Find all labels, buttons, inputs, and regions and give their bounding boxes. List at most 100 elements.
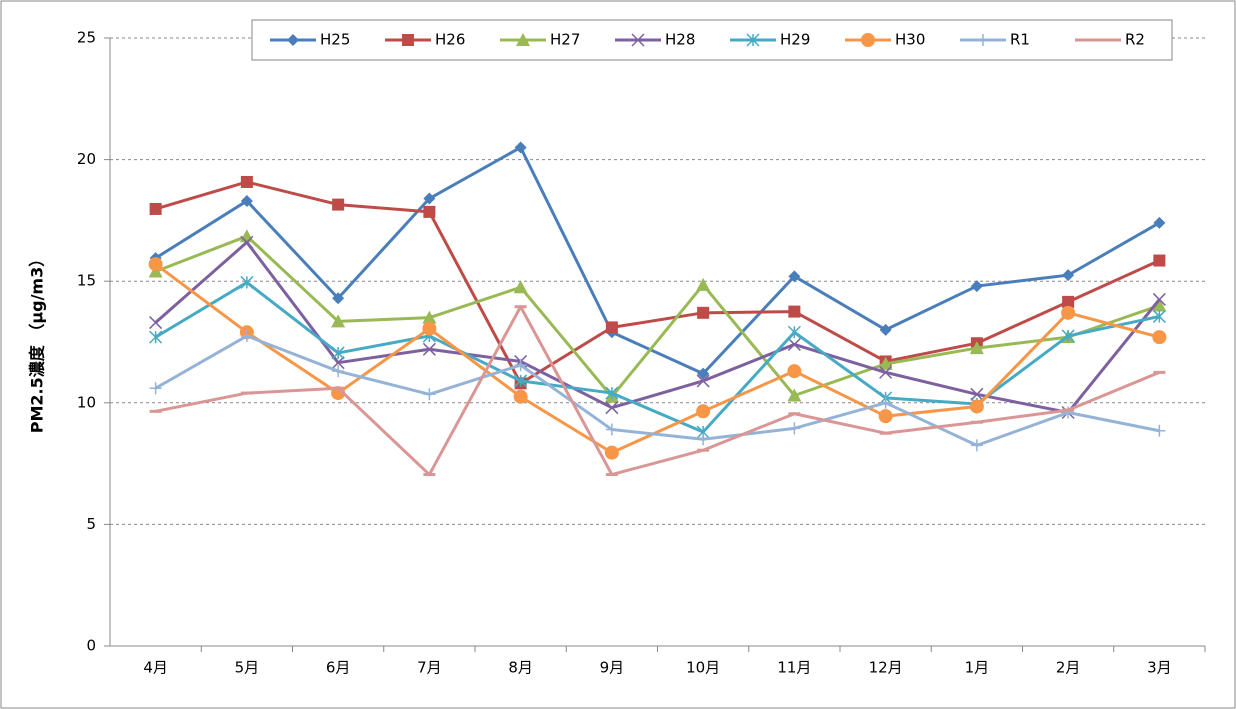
marker bbox=[787, 337, 801, 351]
y-tick-label: 20 bbox=[77, 150, 96, 168]
marker bbox=[879, 396, 892, 409]
marker bbox=[513, 389, 528, 404]
x-tick-label: 5月 bbox=[235, 659, 260, 677]
legend-label: R1 bbox=[1010, 31, 1030, 49]
marker bbox=[148, 257, 163, 272]
marker bbox=[240, 329, 253, 342]
marker bbox=[746, 33, 760, 47]
marker bbox=[149, 382, 162, 395]
marker bbox=[787, 388, 802, 402]
y-tick-label: 25 bbox=[77, 29, 96, 47]
x-tick-label: 9月 bbox=[600, 659, 625, 677]
marker bbox=[605, 386, 619, 400]
marker bbox=[787, 325, 801, 339]
marker bbox=[1062, 295, 1075, 308]
marker bbox=[696, 277, 711, 291]
marker bbox=[240, 275, 254, 289]
marker bbox=[970, 439, 983, 452]
marker bbox=[240, 235, 254, 249]
marker bbox=[697, 306, 710, 319]
x-tick-label: 3月 bbox=[1147, 659, 1172, 677]
x-tick-label: 7月 bbox=[417, 659, 442, 677]
y-axis-label: PM2.5濃度 （μg/m3） bbox=[28, 251, 47, 433]
marker bbox=[788, 270, 801, 283]
marker bbox=[788, 422, 801, 435]
marker bbox=[149, 316, 163, 330]
marker bbox=[423, 388, 436, 401]
series-line bbox=[154, 262, 1160, 455]
marker bbox=[878, 356, 893, 370]
marker bbox=[970, 280, 983, 293]
marker bbox=[696, 404, 711, 419]
marker bbox=[149, 202, 162, 215]
marker bbox=[516, 33, 530, 46]
marker bbox=[149, 330, 163, 344]
marker bbox=[605, 321, 618, 334]
legend-label: H27 bbox=[550, 31, 580, 49]
marker bbox=[1061, 329, 1075, 343]
series-line bbox=[154, 334, 1160, 447]
marker bbox=[514, 141, 527, 154]
x-tick-label: 2月 bbox=[1056, 659, 1081, 677]
marker bbox=[514, 359, 527, 372]
marker bbox=[1153, 254, 1166, 267]
x-tick-label: 6月 bbox=[326, 659, 351, 677]
marker bbox=[402, 34, 414, 46]
marker bbox=[422, 342, 436, 356]
y-tick-label: 15 bbox=[77, 272, 96, 290]
marker bbox=[1152, 292, 1166, 306]
marker bbox=[970, 387, 984, 401]
marker bbox=[969, 341, 984, 355]
legend-label: H29 bbox=[780, 31, 810, 49]
y-tick-label: 0 bbox=[86, 637, 96, 655]
legend-label: H30 bbox=[895, 31, 925, 49]
marker bbox=[977, 34, 989, 46]
marker bbox=[1152, 309, 1166, 323]
marker bbox=[1153, 216, 1166, 229]
legend-label: H25 bbox=[320, 31, 350, 49]
x-tick-label: 1月 bbox=[965, 659, 990, 677]
marker bbox=[878, 409, 893, 424]
marker bbox=[605, 401, 619, 415]
marker bbox=[423, 205, 436, 218]
marker bbox=[240, 194, 253, 207]
series-line bbox=[155, 234, 1160, 399]
marker bbox=[787, 364, 802, 379]
marker bbox=[422, 310, 437, 324]
marker bbox=[1152, 330, 1167, 345]
marker bbox=[287, 34, 299, 46]
marker bbox=[879, 323, 892, 336]
series-line bbox=[154, 145, 1161, 376]
marker bbox=[331, 314, 346, 328]
legend-label: H28 bbox=[665, 31, 695, 49]
marker bbox=[788, 305, 801, 318]
x-tick-label: 12月 bbox=[869, 659, 903, 677]
x-tick-label: 8月 bbox=[508, 659, 533, 677]
marker bbox=[969, 399, 984, 414]
legend-label: R2 bbox=[1125, 31, 1145, 49]
marker bbox=[697, 367, 710, 380]
series-line bbox=[155, 180, 1160, 385]
marker bbox=[1153, 424, 1166, 437]
marker bbox=[697, 433, 710, 446]
marker bbox=[332, 365, 345, 378]
marker bbox=[423, 192, 436, 205]
marker bbox=[1061, 305, 1076, 320]
marker bbox=[331, 356, 345, 370]
marker bbox=[861, 33, 875, 47]
marker bbox=[604, 445, 619, 460]
x-tick-label: 4月 bbox=[143, 659, 168, 677]
marker bbox=[331, 346, 345, 360]
marker bbox=[605, 423, 618, 436]
x-tick-label: 10月 bbox=[686, 659, 720, 677]
legend-label: H26 bbox=[435, 31, 465, 49]
marker bbox=[240, 175, 253, 188]
marker bbox=[1062, 269, 1075, 282]
marker bbox=[332, 198, 345, 211]
marker bbox=[696, 374, 710, 388]
marker bbox=[631, 33, 645, 47]
marker bbox=[514, 374, 528, 388]
